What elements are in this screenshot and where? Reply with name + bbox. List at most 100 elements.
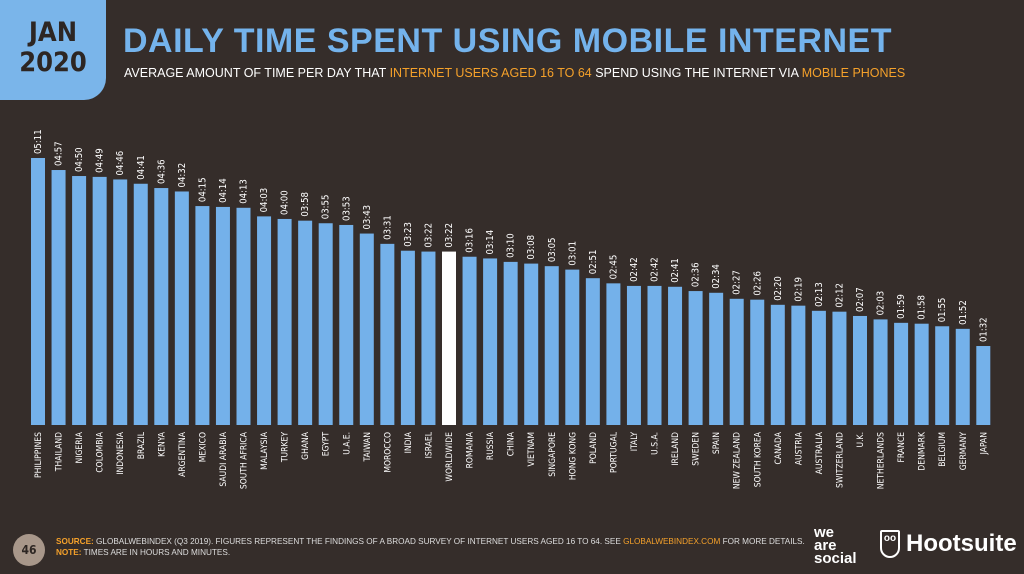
bar xyxy=(421,251,436,425)
source-link[interactable]: GLOBALWEBINDEX.COM xyxy=(623,537,721,546)
source-label: SOURCE: xyxy=(56,537,94,546)
value-label: 02:27 xyxy=(732,270,743,295)
bar xyxy=(729,298,744,425)
bar xyxy=(359,233,374,425)
value-label: 02:42 xyxy=(650,257,661,282)
owl-icon: oo xyxy=(880,530,900,558)
value-label: 02:34 xyxy=(711,264,722,289)
value-label: 02:51 xyxy=(588,250,599,275)
category-label: ARGENTINA xyxy=(178,431,188,477)
bar xyxy=(873,319,888,425)
value-label: 04:49 xyxy=(95,148,106,173)
value-label: 03:23 xyxy=(403,222,414,247)
value-label: 04:36 xyxy=(156,159,167,184)
bar xyxy=(51,170,66,425)
bar xyxy=(976,346,991,425)
category-label: MALAYSIA xyxy=(260,431,270,470)
value-label: 04:14 xyxy=(218,178,229,203)
value-label: 03:22 xyxy=(423,223,434,248)
bar xyxy=(339,224,354,425)
value-label: 03:55 xyxy=(321,195,332,220)
value-label: 03:22 xyxy=(444,223,455,248)
value-label: 03:53 xyxy=(341,196,352,221)
value-label: 02:45 xyxy=(608,255,619,280)
value-label: 04:41 xyxy=(136,155,147,180)
category-label: PHILIPPINES xyxy=(34,432,44,478)
value-label: 01:59 xyxy=(896,294,907,319)
value-label: 02:03 xyxy=(876,291,887,316)
value-label: 01:32 xyxy=(978,317,989,342)
category-label: AUSTRALIA xyxy=(815,431,825,474)
category-label: INDONESIA xyxy=(116,431,126,475)
category-label: VIETNAM xyxy=(527,432,537,467)
bar xyxy=(811,310,826,425)
value-label: 03:05 xyxy=(547,238,558,263)
category-label: GHANA xyxy=(301,431,311,460)
subtitle-text: SPEND USING THE INTERNET VIA xyxy=(591,66,802,80)
value-label: 01:52 xyxy=(958,300,969,325)
we-are-social-logo: we are social xyxy=(814,524,857,567)
value-label: 04:46 xyxy=(115,151,126,176)
bar xyxy=(195,206,210,425)
bar xyxy=(154,188,169,425)
category-label: SAUDI ARABIA xyxy=(219,431,229,486)
bar xyxy=(791,305,806,425)
bar xyxy=(72,176,87,425)
value-label: 02:20 xyxy=(773,276,784,301)
bar xyxy=(215,206,230,425)
category-label: U.S.A. xyxy=(651,432,661,455)
bar xyxy=(462,256,477,425)
category-label: CHINA xyxy=(507,431,517,456)
category-label: BELGIUM xyxy=(938,432,948,467)
date-month: JAN xyxy=(28,17,78,48)
bar xyxy=(935,326,950,425)
value-label: 02:42 xyxy=(629,257,640,282)
bar xyxy=(853,315,867,425)
bar xyxy=(955,328,970,425)
value-label: 05:11 xyxy=(33,129,44,154)
category-label: SWEDEN xyxy=(692,432,702,466)
category-label: U.A.E. xyxy=(342,432,352,455)
bar xyxy=(565,269,580,425)
source-text: GLOBALWEBINDEX (Q3 2019). FIGURES REPRES… xyxy=(93,537,624,546)
bar xyxy=(31,158,45,425)
note-text: TIMES ARE IN HOURS AND MINUTES. xyxy=(81,548,231,557)
category-label: MOROCCO xyxy=(383,432,393,473)
value-label: 02:26 xyxy=(752,271,763,296)
date-year: 2020 xyxy=(19,47,87,78)
value-label: 01:58 xyxy=(917,295,928,320)
category-label: NETHERLANDS xyxy=(877,432,887,489)
bar xyxy=(133,183,148,425)
category-label: PORTUGAL xyxy=(609,431,619,473)
value-label: 04:00 xyxy=(280,190,291,215)
category-label: MEXICO xyxy=(198,432,208,462)
value-label: 04:03 xyxy=(259,188,270,213)
bar xyxy=(647,285,662,425)
bar xyxy=(832,311,847,425)
value-label: 03:31 xyxy=(382,215,393,240)
value-label: 03:16 xyxy=(465,228,476,253)
subtitle: AVERAGE AMOUNT OF TIME PER DAY THAT INTE… xyxy=(124,66,905,80)
bar xyxy=(174,191,189,425)
value-label: 04:32 xyxy=(177,163,188,188)
category-label: ROMANIA xyxy=(466,431,476,468)
note-label: NOTE: xyxy=(56,548,82,557)
page-number: 46 xyxy=(13,534,45,566)
category-label: EGYPT xyxy=(322,432,332,457)
category-label: JAPAN xyxy=(979,432,989,455)
source-text: FOR MORE DETAILS. xyxy=(720,537,805,546)
value-label: 03:01 xyxy=(567,241,578,266)
value-label: 03:08 xyxy=(526,235,537,260)
bar xyxy=(113,179,128,425)
subtitle-text: AVERAGE AMOUNT OF TIME PER DAY THAT xyxy=(124,66,390,80)
bar xyxy=(236,207,251,425)
bar xyxy=(668,286,683,425)
value-label: 03:43 xyxy=(362,205,373,230)
bar xyxy=(524,263,539,425)
category-label: GERMANY xyxy=(959,432,969,471)
value-label: 04:57 xyxy=(54,141,65,166)
category-label: THAILAND xyxy=(55,432,65,472)
value-label: 02:36 xyxy=(691,262,702,287)
category-label: BRAZIL xyxy=(137,431,147,459)
